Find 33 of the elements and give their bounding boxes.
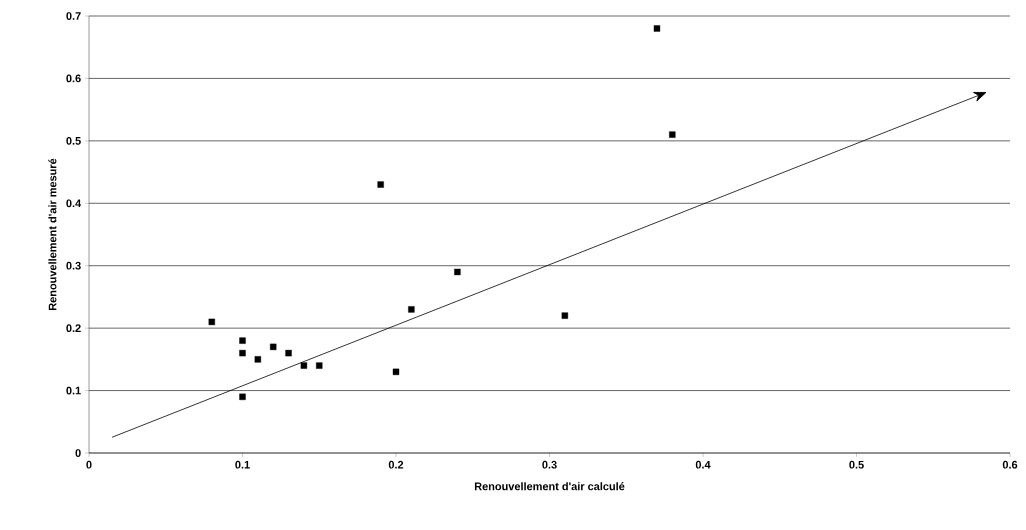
point (392, 368, 400, 376)
y-axis-title: Renouvellement d'air mesuré (48, 158, 57, 310)
point (653, 25, 661, 32)
point (669, 131, 676, 138)
y-tick-label: 0 (75, 449, 81, 457)
point (285, 349, 292, 357)
point (316, 362, 323, 369)
point (208, 318, 215, 326)
x-tick-label: 0.1 (235, 460, 250, 469)
y-tick-label: 0.5 (66, 136, 81, 145)
x-tick-label: 0 (86, 460, 92, 469)
y-tick-label: 0.2 (66, 324, 81, 333)
point (377, 181, 384, 188)
y-tick-label: 0.3 (66, 261, 81, 270)
x-tick-label: 0.2 (388, 460, 404, 469)
point (408, 306, 415, 313)
point (239, 393, 246, 400)
y-tick-label: 0.4 (66, 199, 82, 208)
point (239, 349, 246, 357)
y-tick-label: 0.1 (66, 386, 81, 395)
point (254, 356, 262, 363)
x-tick-label: 0.3 (542, 460, 557, 469)
x-tick-label: 0.6 (1002, 460, 1018, 469)
point (561, 312, 569, 319)
point (270, 343, 277, 351)
point (300, 362, 308, 369)
x-axis-title: Renouvellement d'air calculé (474, 482, 625, 491)
point (239, 337, 246, 344)
y-tick-label: 0.7 (66, 12, 81, 20)
x-tick-label: 0.5 (849, 460, 864, 469)
x-tick-label: 0.4 (695, 460, 711, 469)
y-tick-label: 0.6 (66, 74, 81, 83)
point (454, 268, 461, 276)
